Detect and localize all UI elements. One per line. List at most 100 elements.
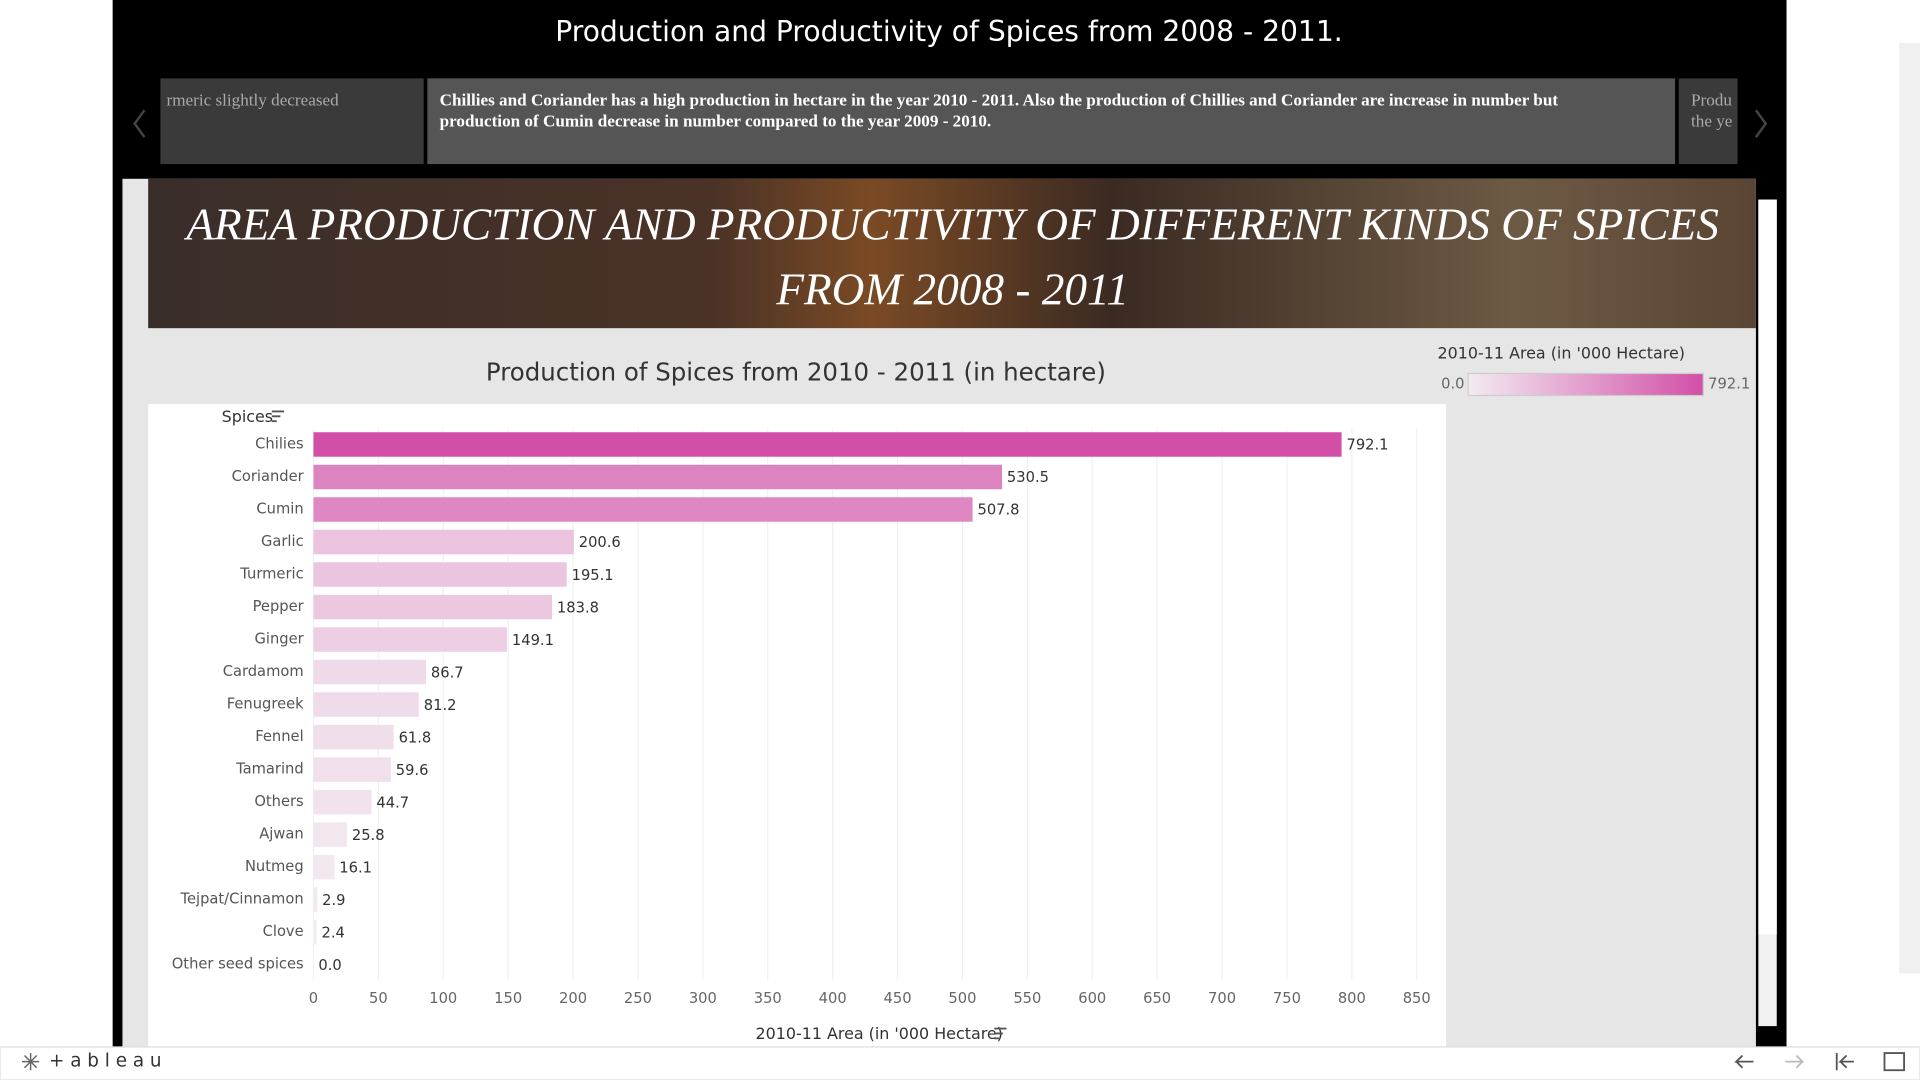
- revert[interactable]: [1835, 1053, 1854, 1071]
- x-tick-label: 400: [819, 990, 847, 1007]
- x-tick-label: 50: [369, 990, 388, 1007]
- chart-title: Production of Spices from 2010 - 2011 (i…: [486, 357, 1106, 386]
- caption-text: the ye: [1691, 111, 1732, 130]
- data-label: 44.7: [376, 794, 409, 811]
- data-label: 16.1: [339, 859, 372, 876]
- legend-label: 792.1: [1708, 375, 1750, 392]
- caption-text: rmeric slightly decreased: [167, 91, 340, 110]
- data-label: 25.8: [352, 827, 385, 844]
- bar: [313, 594, 553, 620]
- bar: [313, 757, 391, 782]
- x-tick-label: 800: [1338, 990, 1366, 1007]
- x-tick-label: 650: [1143, 990, 1171, 1007]
- legend-label: 0.0: [1441, 375, 1464, 392]
- data-label: 2.4: [321, 924, 344, 941]
- y-tick-label: Fenugreek: [227, 696, 304, 713]
- bar: [313, 627, 507, 652]
- y-tick-label: Cardamom: [223, 663, 304, 680]
- x-tick-label: 450: [884, 990, 912, 1007]
- y-axis-title: Spices: [222, 407, 273, 426]
- data-label: 530.5: [1007, 469, 1049, 486]
- caption-box[interactable]: [1678, 78, 1738, 165]
- data-label: 200.6: [579, 534, 621, 551]
- x-tick-label: 100: [429, 990, 457, 1007]
- x-tick-label: 850: [1403, 990, 1431, 1007]
- bar: [313, 692, 419, 717]
- bar: [313, 789, 372, 815]
- data-label: 0.0: [318, 957, 341, 974]
- y-tick-label: Garlic: [261, 533, 304, 550]
- caption-box-active[interactable]: [427, 78, 1676, 165]
- x-tick-label: 600: [1078, 990, 1106, 1007]
- caption-box[interactable]: [160, 78, 424, 165]
- y-tick-label: Fennel: [255, 728, 303, 745]
- redo[interactable]: [1785, 1054, 1805, 1069]
- data-label: 81.2: [424, 697, 457, 714]
- x-tick-label: 150: [494, 990, 522, 1007]
- page-scrollbar[interactable]: [1899, 42, 1920, 974]
- x-tick-label: 300: [689, 990, 717, 1007]
- story-title: Production and Productivity of Spices fr…: [555, 15, 1342, 48]
- prev-arrow[interactable]: [133, 109, 146, 138]
- y-tick-label: Clove: [263, 923, 304, 940]
- y-tick-label: Nutmeg: [245, 858, 304, 875]
- brand-logo[interactable]: [22, 1053, 40, 1071]
- data-label: 86.7: [431, 664, 464, 681]
- x-tick-label: 500: [948, 990, 976, 1007]
- banner: [148, 178, 1756, 329]
- bar: [313, 659, 427, 685]
- y-tick-label: Ginger: [255, 631, 305, 648]
- x-tick-label: 250: [624, 990, 652, 1007]
- bar: [313, 822, 347, 847]
- fullscreen[interactable]: [1883, 1052, 1905, 1072]
- data-label: 61.8: [399, 729, 432, 746]
- banner-text: AREA PRODUCTION AND PRODUCTIVITY OF DIFF…: [183, 199, 1719, 249]
- y-tick-label: Tamarind: [235, 761, 304, 778]
- y-tick-label: Ajwan: [259, 826, 303, 843]
- x-axis-title: 2010-11 Area (in '000 Hectare): [755, 1024, 1002, 1043]
- next-arrow[interactable]: [1754, 109, 1768, 138]
- x-tick-label: 0: [309, 990, 318, 1007]
- data-label: 507.8: [977, 502, 1019, 519]
- y-tick-label: Coriander: [232, 468, 305, 485]
- y-tick-label: Pepper: [253, 598, 305, 615]
- footer: [0, 1046, 1920, 1080]
- x-tick-label: 700: [1208, 990, 1236, 1007]
- x-tick-label: 350: [754, 990, 782, 1007]
- data-label: 59.6: [396, 762, 429, 779]
- y-tick-label: Other seed spices: [172, 956, 304, 973]
- bar: [313, 724, 394, 750]
- scroll-thumb[interactable]: [1758, 199, 1777, 935]
- data-label: 195.1: [572, 567, 614, 584]
- data-label: 183.8: [557, 599, 599, 616]
- bar: [313, 529, 574, 555]
- legend-gradient: [1467, 372, 1704, 397]
- y-tick-label: Cumin: [256, 501, 303, 518]
- y-tick-label: Tejpat/Cinnamon: [179, 891, 303, 908]
- x-tick-label: 750: [1273, 990, 1301, 1007]
- legend-title: 2010-11 Area (in '000 Hectare): [1438, 343, 1685, 362]
- bar: [313, 432, 1342, 457]
- sort-icon[interactable]: [271, 410, 285, 423]
- bar: [313, 562, 567, 587]
- caption-text: Produ: [1691, 91, 1732, 110]
- bar: [313, 854, 335, 880]
- data-label: 2.9: [322, 892, 345, 909]
- y-tick-label: Chilies: [255, 435, 304, 452]
- bar: [313, 464, 1003, 490]
- caption-text: production of Cumin decrease in number c…: [440, 111, 992, 130]
- bar: [313, 887, 318, 912]
- banner-text: FROM 2008 - 2011: [775, 264, 1129, 314]
- y-tick-label: Others: [254, 793, 303, 810]
- bar: [313, 919, 317, 945]
- data-label: 149.1: [512, 632, 554, 649]
- x-tick-label: 550: [1013, 990, 1041, 1007]
- sort-icon[interactable]: [994, 1027, 1007, 1040]
- brand[interactable]: + a b l e a u: [49, 1051, 162, 1072]
- undo[interactable]: [1734, 1054, 1754, 1069]
- data-label: 792.1: [1346, 437, 1388, 454]
- bar: [313, 497, 973, 522]
- x-tick-label: 200: [559, 990, 587, 1007]
